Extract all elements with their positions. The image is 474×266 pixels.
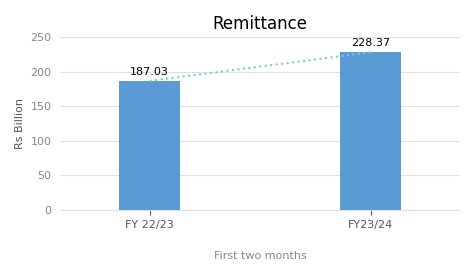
Text: First two months: First two months	[214, 251, 307, 261]
Bar	[119, 81, 180, 210]
Text: 228.37: 228.37	[351, 38, 390, 48]
Text: 187.03: 187.03	[130, 67, 169, 77]
Title: Remittance: Remittance	[213, 15, 308, 33]
Y-axis label: Rs Billion: Rs Billion	[15, 98, 25, 149]
Bar	[340, 52, 401, 210]
